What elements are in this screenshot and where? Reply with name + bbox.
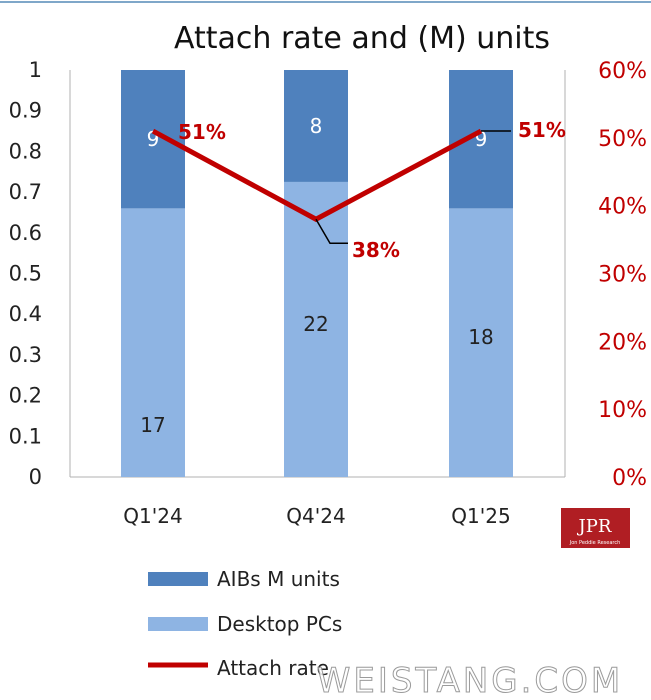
svg-text:JPR: JPR: [577, 516, 612, 537]
left-tick-label: 0.2: [9, 384, 42, 408]
legend-swatch-aib: [148, 572, 208, 586]
left-axis: 0 0.1 0.2 0.3 0.4 0.5 0.6 0.7 0.8 0.9 1: [9, 58, 42, 489]
left-tick-label: 0.8: [9, 139, 42, 163]
category-label: Q4'24: [286, 504, 345, 528]
bar-aib: [121, 70, 185, 209]
bar-desktop-value: 18: [468, 325, 493, 349]
bar-desktop: [284, 181, 348, 478]
category-label: Q1'24: [123, 504, 182, 528]
right-tick-label: 40%: [598, 195, 647, 220]
rate-leader-line: [315, 218, 348, 244]
legend-label-attach: Attach rate: [217, 656, 329, 680]
chart-title: Attach rate and (M) units: [174, 21, 550, 56]
left-tick-label: 0: [29, 465, 42, 489]
legend-swatch-desktop: [148, 617, 208, 631]
left-tick-label: 1: [29, 58, 42, 82]
left-tick-label: 0.1: [9, 424, 42, 448]
legend: AIBs M units Desktop PCs Attach rate: [148, 567, 342, 680]
right-tick-label: 50%: [598, 127, 647, 152]
right-tick-label: 20%: [598, 330, 647, 355]
left-tick-label: 0.4: [9, 302, 42, 326]
jpr-logo: JPR Jon Peddie Research: [561, 508, 630, 548]
attach-rate-label: 38%: [352, 238, 400, 262]
bar-aib: [284, 70, 348, 182]
right-tick-label: 60%: [598, 59, 647, 84]
bar-desktop-value: 17: [140, 413, 165, 437]
right-axis: 0% 10% 20% 30% 40% 50% 60%: [598, 59, 647, 491]
right-tick-label: 30%: [598, 263, 647, 288]
svg-text:Jon Peddie Research: Jon Peddie Research: [569, 540, 621, 546]
left-tick-label: 0.9: [9, 99, 42, 123]
left-tick-label: 0.3: [9, 343, 42, 367]
left-tick-label: 0.6: [9, 221, 42, 245]
attach-rate-labels: 51% 38% 51%: [178, 118, 566, 262]
bar-desktop: [121, 208, 185, 477]
bar-aib-value: 8: [310, 114, 323, 138]
left-tick-label: 0.7: [9, 180, 42, 204]
attach-rate-label: 51%: [178, 120, 226, 144]
bar-desktop-value: 22: [303, 312, 328, 336]
legend-label-aib: AIBs M units: [217, 567, 340, 591]
right-tick-label: 0%: [612, 466, 647, 491]
attach-rate-label: 51%: [518, 118, 566, 142]
left-tick-label: 0.5: [9, 262, 42, 286]
category-labels: Q1'24 Q4'24 Q1'25: [123, 504, 510, 528]
bar-desktop: [449, 208, 513, 477]
bar-aib: [449, 70, 513, 209]
right-tick-label: 10%: [598, 398, 647, 423]
legend-label-desktop: Desktop PCs: [217, 612, 342, 636]
watermark: WEISTANG.COM: [317, 661, 624, 700]
category-label: Q1'25: [451, 504, 510, 528]
